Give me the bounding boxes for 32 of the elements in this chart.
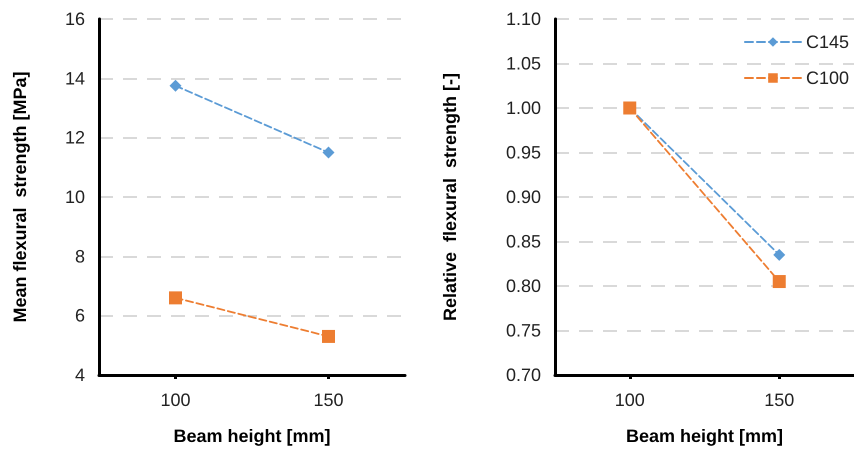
y-tick-label: 6 <box>74 306 85 326</box>
y-tick-label: 10 <box>64 187 85 207</box>
x-tick-label: 150 <box>313 390 344 410</box>
y-tick-label: 0.95 <box>506 142 541 162</box>
point <box>170 80 182 92</box>
point <box>772 275 786 288</box>
y-tick-label: 8 <box>74 246 85 266</box>
point <box>169 291 182 304</box>
y-tick-label: 0.80 <box>506 276 541 296</box>
y-tick-label: 16 <box>64 9 85 29</box>
y-tick-label: 0.75 <box>506 320 541 340</box>
x-tick-label: 100 <box>160 390 191 410</box>
y-axis-title: Mean flexural strength [MPa] <box>10 71 30 323</box>
y-tick-label: 1.00 <box>506 98 541 118</box>
point <box>322 330 335 343</box>
y-tick-label: 1.05 <box>506 54 541 74</box>
y-tick-label: 12 <box>64 128 85 148</box>
x-tick-label: 100 <box>614 390 645 410</box>
y-tick-label: 0.90 <box>506 187 541 207</box>
point <box>773 248 786 261</box>
y-tick-label: 0.85 <box>506 232 541 252</box>
y-tick-label: 4 <box>74 365 85 385</box>
legend-label: C100 <box>806 68 849 88</box>
x-axis-title: Beam height [mm] <box>626 426 784 446</box>
point <box>322 146 334 158</box>
y-axis-title: Relative flexural strength [-] <box>440 72 460 322</box>
y-tick-label: 14 <box>64 68 85 88</box>
x-tick-label: 150 <box>764 390 794 410</box>
x-axis-title: Beam height [mm] <box>173 426 331 446</box>
y-tick-label: 1.10 <box>506 9 541 29</box>
legend-label: C145 <box>806 32 849 52</box>
y-tick-label: 0.70 <box>506 365 541 385</box>
